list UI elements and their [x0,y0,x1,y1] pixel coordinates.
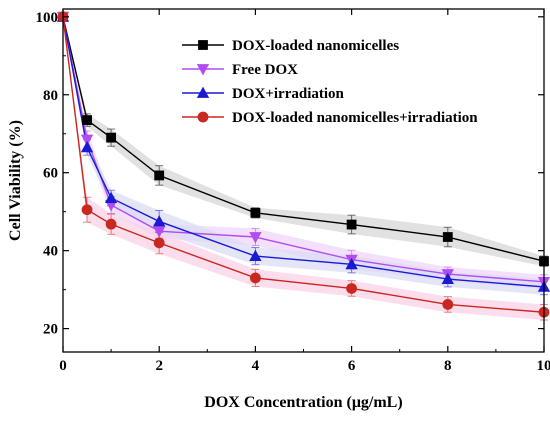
dox-loaded-nanomicelles-irradiation-point [106,219,116,229]
x-tick-label: 8 [444,358,452,374]
legend-item-dox-loaded-nanomicelles: DOX-loaded nanomicelles [182,38,399,54]
legend-label: DOX-loaded nanomicelles [232,38,399,54]
y-tick-label: 40 [43,244,58,260]
dox-loaded-nanomicelles-irradiation-point [347,283,357,293]
dox-loaded-nanomicelles-point [347,220,356,229]
y-tick-label: 80 [43,88,58,104]
dox-loaded-nanomicelles-point [443,233,452,242]
dox-loaded-nanomicelles-irradiation-point [154,238,164,248]
legend-item-dox-irradiation: DOX+irradiation [182,86,345,102]
dox-loaded-nanomicelles-point [155,171,164,180]
legend-item-dox-loaded-nanomicelles-irradiation: DOX-loaded nanomicelles+irradiation [182,110,478,126]
legend-label: DOX+irradiation [232,86,345,102]
dox-loaded-nanomicelles-irradiation-point [82,205,92,215]
legend-item-free-dox: Free DOX [182,62,298,78]
dox-loaded-nanomicelles-point [107,133,116,142]
legend-marker [199,41,208,50]
legend: DOX-loaded nanomicelles Free DOX DOX+irrad… [182,38,478,126]
y-tick-label: 20 [43,322,58,338]
legend-marker [198,112,208,122]
dox-loaded-nanomicelles-irradiation-point [250,273,260,283]
dox-loaded-nanomicelles-irradiation-point [443,299,453,309]
error-bands [63,17,544,320]
y-tick-label: 60 [43,166,58,182]
x-tick-label: 4 [252,358,260,374]
y-axis-title: Cell Viability (%) [7,120,24,241]
y-tick-label: 100 [36,10,59,26]
x-tick-label: 2 [155,358,163,374]
x-tick-label: 0 [59,358,67,374]
x-axis-title: DOX Concentration (μg/mL) [204,394,402,411]
x-tick-label: 10 [537,358,550,374]
dox-loaded-nanomicelles-point [83,116,92,125]
x-tick-label: 6 [348,358,356,374]
dox-loaded-nanomicelles-point [251,208,260,217]
legend-label: Free DOX [232,62,298,78]
legend-label: DOX-loaded nanomicelles+irradiation [232,110,478,126]
